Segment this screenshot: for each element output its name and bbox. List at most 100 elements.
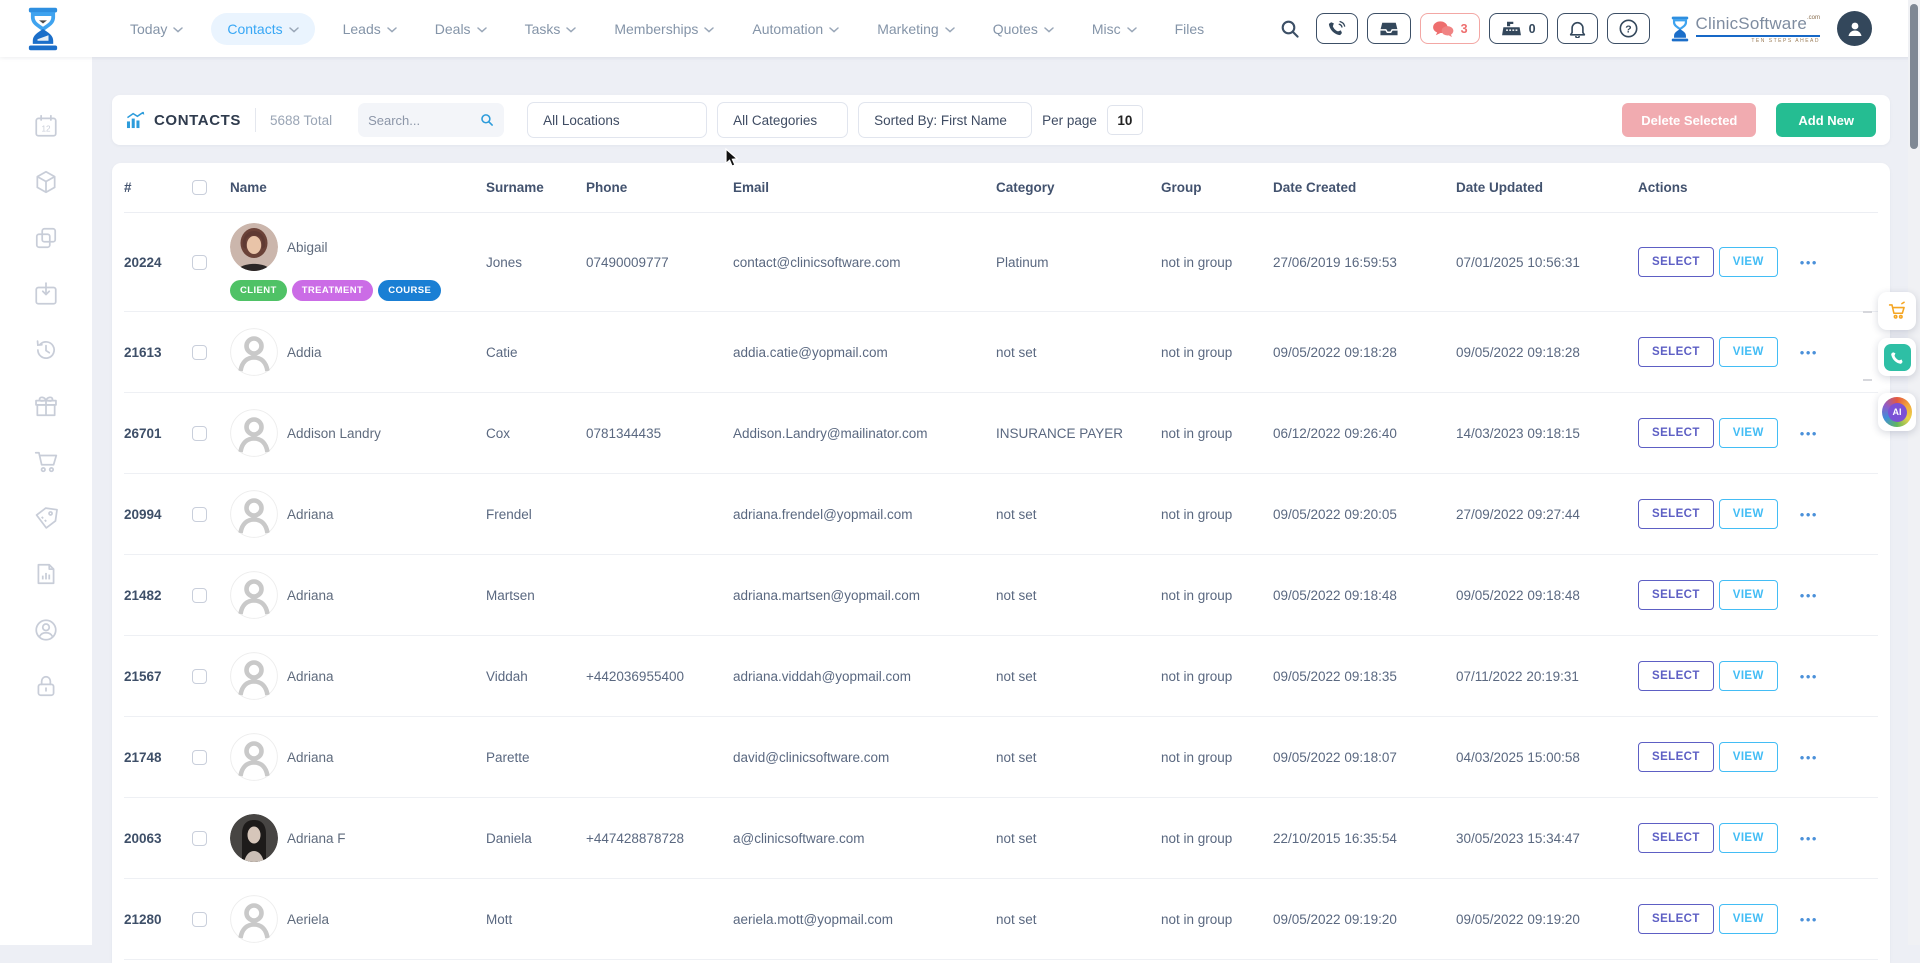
nav-item-quotes[interactable]: Quotes bbox=[983, 13, 1064, 45]
nav-item-contacts[interactable]: Contacts bbox=[211, 12, 315, 45]
contact-surname: Catie bbox=[486, 344, 518, 360]
contact-name[interactable]: Adriana bbox=[287, 668, 334, 684]
nav-item-misc[interactable]: Misc bbox=[1082, 13, 1147, 45]
search-input[interactable] bbox=[368, 112, 480, 128]
scrollbar-track[interactable] bbox=[1908, 0, 1920, 945]
contact-name[interactable]: Adriana bbox=[287, 749, 334, 765]
select-all-checkbox[interactable] bbox=[192, 180, 207, 195]
phone-volume-icon bbox=[1328, 20, 1345, 35]
row-checkbox[interactable] bbox=[192, 749, 207, 765]
contact-avatar bbox=[230, 490, 278, 538]
svg-text:12: 12 bbox=[41, 124, 51, 133]
account-icon[interactable] bbox=[33, 617, 59, 643]
categories-filter[interactable]: All Categories bbox=[717, 102, 849, 138]
more-actions-button[interactable]: ••• bbox=[1799, 587, 1818, 603]
select-button[interactable]: SELECT bbox=[1638, 418, 1714, 448]
phone-button[interactable] bbox=[1315, 13, 1358, 44]
contact-name-cell: Adriana bbox=[230, 480, 486, 548]
lock-icon[interactable] bbox=[33, 673, 59, 699]
brand-logo[interactable]: ClinicSoftware .com TEN STEPS AHEAD bbox=[1669, 14, 1820, 44]
nav-item-leads[interactable]: Leads bbox=[333, 13, 407, 45]
contact-name[interactable]: Addison Landry bbox=[287, 425, 381, 441]
contact-name[interactable]: Aeriela bbox=[287, 911, 330, 927]
select-button[interactable]: SELECT bbox=[1638, 823, 1714, 853]
row-checkbox[interactable] bbox=[192, 254, 207, 270]
scrollbar-thumb[interactable] bbox=[1910, 4, 1918, 149]
per-page-input[interactable] bbox=[1106, 105, 1143, 135]
select-button[interactable]: SELECT bbox=[1638, 661, 1714, 691]
package-icon[interactable] bbox=[33, 169, 59, 195]
calendar-icon[interactable]: 12 bbox=[33, 113, 59, 139]
contact-name[interactable]: Adriana bbox=[287, 587, 334, 603]
view-button[interactable]: VIEW bbox=[1718, 742, 1778, 772]
gift-icon[interactable] bbox=[33, 393, 59, 419]
view-button[interactable]: VIEW bbox=[1718, 247, 1778, 277]
report-icon[interactable] bbox=[33, 561, 59, 587]
nav-item-memberships[interactable]: Memberships bbox=[604, 13, 724, 45]
search-box bbox=[358, 103, 505, 137]
calendar-import-icon[interactable] bbox=[33, 281, 59, 307]
locations-filter[interactable]: All Locations bbox=[527, 102, 708, 138]
select-button[interactable]: SELECT bbox=[1638, 904, 1714, 934]
search-icon[interactable] bbox=[1279, 18, 1301, 40]
nav-item-automation[interactable]: Automation bbox=[742, 13, 849, 45]
nav-item-files[interactable]: Files bbox=[1174, 20, 1205, 37]
more-actions-button[interactable]: ••• bbox=[1799, 344, 1818, 360]
nav-item-deals[interactable]: Deals bbox=[425, 13, 497, 45]
contact-surname: Frendel bbox=[486, 506, 532, 522]
price-tag-icon[interactable] bbox=[33, 505, 59, 531]
contact-category: Platinum bbox=[996, 254, 1049, 270]
select-button[interactable]: SELECT bbox=[1638, 742, 1714, 772]
row-checkbox[interactable] bbox=[192, 425, 207, 441]
more-actions-button[interactable]: ••• bbox=[1799, 911, 1818, 927]
contact-name[interactable]: Adriana bbox=[287, 506, 334, 522]
floating-cart-button[interactable] bbox=[1878, 292, 1916, 330]
view-button[interactable]: VIEW bbox=[1718, 337, 1778, 367]
chat-button[interactable]: 3 bbox=[1419, 13, 1480, 44]
nav-item-tasks[interactable]: Tasks bbox=[515, 13, 587, 45]
row-checkbox[interactable] bbox=[192, 668, 207, 684]
view-button[interactable]: VIEW bbox=[1718, 499, 1778, 529]
more-actions-button[interactable]: ••• bbox=[1799, 506, 1818, 522]
chat-count-badge: 3 bbox=[1460, 21, 1468, 36]
view-button[interactable]: VIEW bbox=[1718, 904, 1778, 934]
view-button[interactable]: VIEW bbox=[1718, 823, 1778, 853]
duplicate-icon[interactable] bbox=[33, 225, 59, 251]
user-avatar[interactable] bbox=[1837, 11, 1872, 46]
more-actions-button[interactable]: ••• bbox=[1799, 830, 1818, 846]
row-checkbox[interactable] bbox=[192, 830, 207, 846]
sort-filter[interactable]: Sorted By: First Name bbox=[858, 102, 1033, 138]
register-button[interactable]: 0 bbox=[1488, 13, 1548, 44]
nav-item-today[interactable]: Today bbox=[120, 13, 193, 45]
notifications-button[interactable] bbox=[1556, 13, 1598, 44]
delete-selected-button[interactable]: Delete Selected bbox=[1622, 103, 1757, 137]
row-checkbox[interactable] bbox=[192, 911, 207, 927]
view-button[interactable]: VIEW bbox=[1718, 661, 1778, 691]
select-button[interactable]: SELECT bbox=[1638, 499, 1714, 529]
inbox-button[interactable] bbox=[1366, 13, 1411, 44]
more-actions-button[interactable]: ••• bbox=[1799, 254, 1818, 270]
search-submit-icon[interactable] bbox=[480, 112, 494, 128]
app-logo-hourglass-icon[interactable] bbox=[24, 7, 62, 51]
floating-whatsapp-button[interactable] bbox=[1878, 338, 1916, 376]
help-button[interactable]: ? bbox=[1606, 13, 1650, 44]
more-actions-button[interactable]: ••• bbox=[1799, 749, 1818, 765]
contact-name[interactable]: Adriana F bbox=[287, 830, 346, 846]
history-icon[interactable] bbox=[33, 337, 59, 363]
add-new-button[interactable]: Add New bbox=[1776, 103, 1876, 137]
select-button[interactable]: SELECT bbox=[1638, 337, 1714, 367]
more-actions-button[interactable]: ••• bbox=[1799, 668, 1818, 684]
nav-item-marketing[interactable]: Marketing bbox=[867, 13, 964, 45]
contact-name[interactable]: Addia bbox=[287, 344, 322, 360]
select-button[interactable]: SELECT bbox=[1638, 247, 1714, 277]
floating-ai-button[interactable]: AI bbox=[1878, 393, 1916, 431]
view-button[interactable]: VIEW bbox=[1718, 580, 1778, 610]
row-checkbox[interactable] bbox=[192, 344, 207, 360]
cart-icon[interactable] bbox=[33, 449, 59, 475]
row-checkbox[interactable] bbox=[192, 587, 207, 603]
row-checkbox[interactable] bbox=[192, 506, 207, 522]
more-actions-button[interactable]: ••• bbox=[1799, 425, 1818, 441]
select-button[interactable]: SELECT bbox=[1638, 580, 1714, 610]
contact-name[interactable]: Abigail bbox=[287, 239, 328, 255]
view-button[interactable]: VIEW bbox=[1718, 418, 1778, 448]
